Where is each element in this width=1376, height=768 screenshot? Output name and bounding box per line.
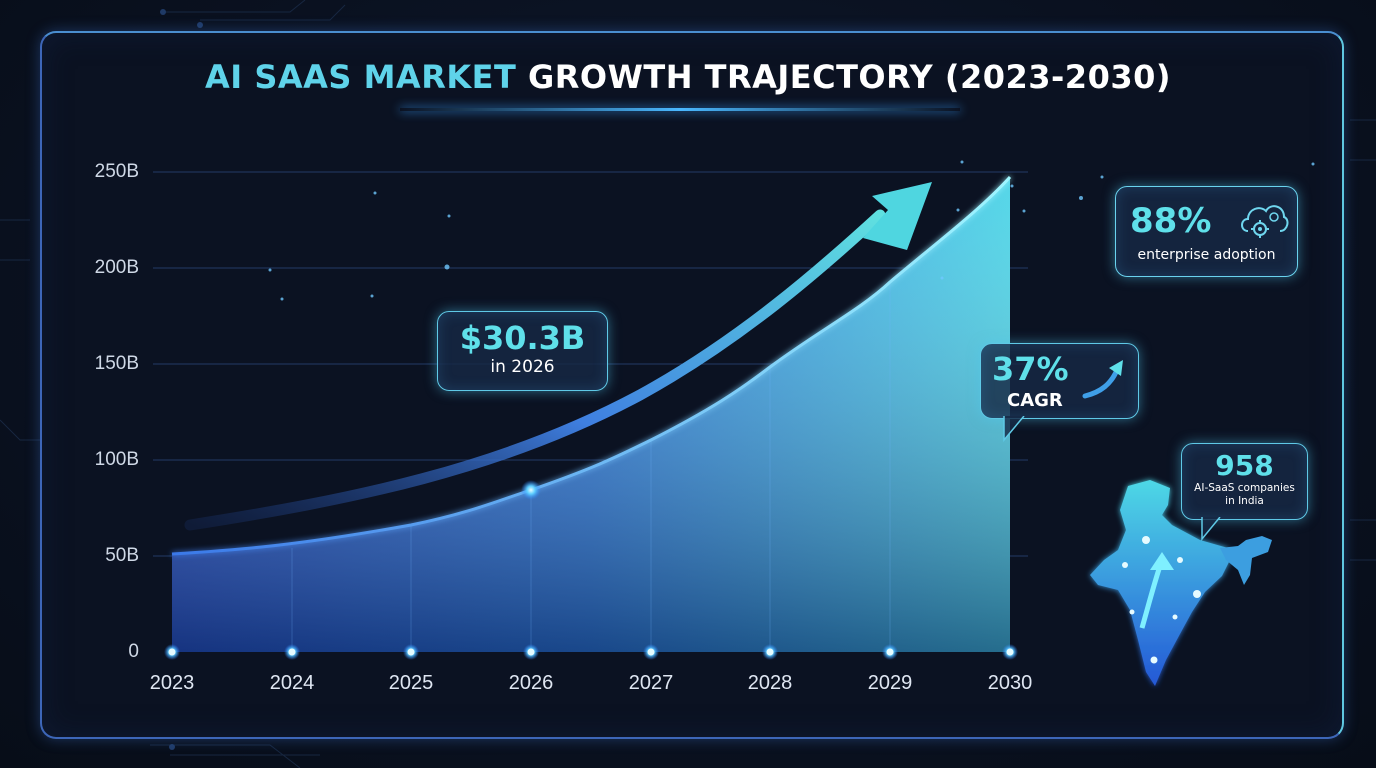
cagr-label: CAGR (1007, 390, 1063, 411)
india-companies-value: 958 (1215, 449, 1274, 482)
x-tick-2026: 2026 (508, 672, 554, 694)
market-size-label: in 2026 (490, 357, 555, 377)
chart-title: AI SAAS MARKET GROWTH TRAJECTORY (2023-2… (0, 58, 1376, 96)
highlight-point-2026 (521, 480, 541, 500)
market-size-callout: $30.3B in 2026 (437, 311, 608, 391)
cagr-callout: 37% CAGR (980, 343, 1139, 419)
cagr-value: 37% (992, 350, 1069, 388)
trend-arrow-head (863, 182, 932, 250)
india-map-icon (1090, 480, 1272, 686)
india-companies-callout: 958 AI-SaaS companies in India (1181, 443, 1308, 520)
cloud-gear-icon (1241, 205, 1289, 238)
y-tick-150b: 150B (94, 353, 139, 374)
cagr-callout-pointer (1003, 416, 1025, 442)
title-rest: GROWTH TRAJECTORY (2023-2030) (527, 58, 1171, 96)
y-tick-250b: 250B (94, 161, 139, 182)
enterprise-adoption-callout: 88% enterprise adoption (1115, 186, 1298, 277)
series-line (171, 175, 1012, 556)
adoption-label: enterprise adoption (1137, 247, 1276, 263)
x-tick-2024: 2024 (269, 672, 315, 694)
india-callout-pointer (1201, 517, 1221, 541)
y-tick-200b: 200B (94, 257, 139, 278)
title-underline-glow (400, 108, 960, 111)
y-tick-50b: 50B (105, 545, 139, 566)
india-companies-label-1: AI-SaaS companies (1194, 482, 1295, 494)
trend-up-arrow-icon (1082, 360, 1123, 399)
india-companies-label-2: in India (1225, 495, 1264, 507)
x-tick-2029: 2029 (867, 672, 913, 694)
y-tick-0: 0 (128, 641, 139, 662)
y-tick-100b: 100B (94, 449, 139, 470)
x-tick-2027: 2027 (628, 672, 674, 694)
sparkle-decoration (268, 160, 1315, 301)
x-tick-2023: 2023 (149, 672, 195, 694)
title-accent: AI SAAS MARKET (205, 58, 517, 96)
market-size-value: $30.3B (459, 319, 586, 357)
x-tick-2028: 2028 (747, 672, 793, 694)
x-axis-points (164, 644, 1018, 660)
trend-arrow (184, 209, 886, 531)
x-tick-2025: 2025 (388, 672, 434, 694)
adoption-value: 88% (1130, 201, 1212, 241)
x-tick-2030: 2030 (987, 672, 1033, 694)
